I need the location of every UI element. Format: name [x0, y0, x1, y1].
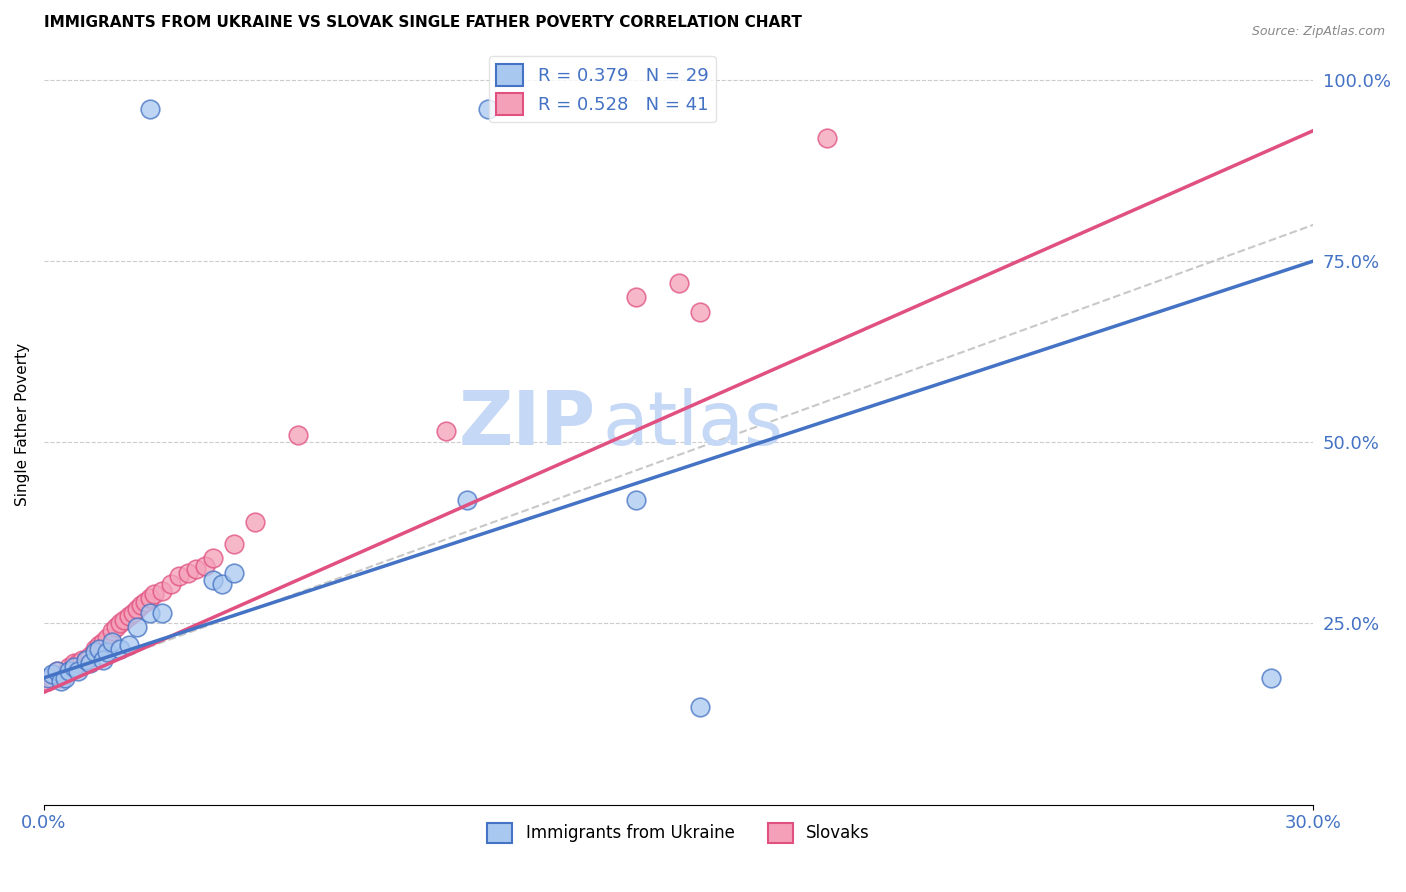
Point	[96, 645, 118, 659]
Point	[125, 602, 148, 616]
Point	[194, 558, 217, 573]
Point	[45, 664, 67, 678]
Point	[58, 664, 80, 678]
Point	[37, 674, 59, 689]
Point	[87, 638, 110, 652]
Point	[91, 634, 114, 648]
Point	[668, 276, 690, 290]
Text: IMMIGRANTS FROM UKRAINE VS SLOVAK SINGLE FATHER POVERTY CORRELATION CHART: IMMIGRANTS FROM UKRAINE VS SLOVAK SINGLE…	[44, 15, 801, 30]
Point	[434, 425, 457, 439]
Point	[117, 609, 139, 624]
Point	[138, 102, 160, 116]
Point	[169, 569, 191, 583]
Point	[287, 428, 309, 442]
Point	[815, 131, 838, 145]
Point	[87, 641, 110, 656]
Point	[134, 595, 156, 609]
Text: Source: ZipAtlas.com: Source: ZipAtlas.com	[1251, 25, 1385, 38]
Point	[53, 671, 76, 685]
Point	[150, 583, 173, 598]
Point	[125, 620, 148, 634]
Point	[245, 515, 267, 529]
Point	[112, 613, 135, 627]
Y-axis label: Single Father Poverty: Single Father Poverty	[15, 343, 30, 506]
Point	[75, 653, 97, 667]
Point	[117, 638, 139, 652]
Point	[456, 493, 478, 508]
Point	[53, 667, 76, 681]
Point	[41, 667, 63, 681]
Point	[62, 657, 84, 671]
Text: atlas: atlas	[602, 388, 783, 460]
Point	[224, 537, 246, 551]
Point	[62, 660, 84, 674]
Point	[626, 493, 648, 508]
Point	[100, 634, 122, 648]
Point	[477, 102, 499, 116]
Point	[75, 653, 97, 667]
Point	[96, 631, 118, 645]
Point	[1260, 671, 1282, 685]
Point	[689, 305, 711, 319]
Point	[138, 606, 160, 620]
Point	[91, 653, 114, 667]
Point	[202, 551, 225, 566]
Point	[142, 587, 165, 601]
Point	[129, 599, 152, 613]
Point	[45, 664, 67, 678]
Point	[177, 566, 200, 580]
Text: ZIP: ZIP	[458, 388, 596, 460]
Point	[150, 606, 173, 620]
Point	[121, 606, 143, 620]
Point	[79, 649, 101, 664]
Point	[202, 573, 225, 587]
Point	[37, 671, 59, 685]
Point	[626, 290, 648, 304]
Point	[224, 566, 246, 580]
Point	[49, 674, 72, 689]
Point	[49, 671, 72, 685]
Point	[58, 660, 80, 674]
Point	[689, 699, 711, 714]
Point	[79, 657, 101, 671]
Point	[66, 657, 89, 671]
Point	[108, 641, 131, 656]
Point	[41, 671, 63, 685]
Point	[70, 653, 93, 667]
Point	[83, 641, 105, 656]
Point	[211, 576, 233, 591]
Legend: R = 0.379   N = 29, R = 0.528   N = 41: R = 0.379 N = 29, R = 0.528 N = 41	[489, 56, 716, 122]
Point	[159, 576, 181, 591]
Point	[138, 591, 160, 606]
Point	[100, 624, 122, 638]
Point	[83, 645, 105, 659]
Point	[186, 562, 208, 576]
Point	[66, 664, 89, 678]
Point	[104, 620, 127, 634]
Point	[108, 616, 131, 631]
